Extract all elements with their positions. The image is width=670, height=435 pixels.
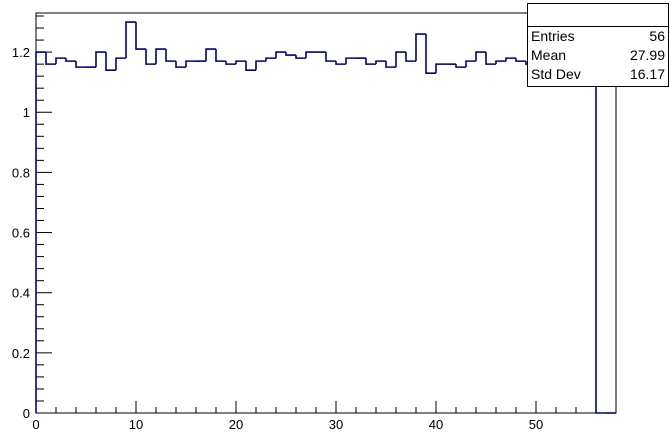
histogram-bin — [515, 58, 526, 62]
y-tick-label: 1.2 — [12, 45, 30, 60]
stats-entries-row: Entries 56 — [528, 27, 668, 46]
histogram-bin — [265, 57, 276, 62]
y-tick-label: 0.2 — [12, 346, 30, 361]
stats-entries-value: 56 — [649, 28, 665, 44]
histogram-bin — [435, 63, 446, 74]
stats-stddev-label: Std Dev — [531, 66, 581, 82]
histogram-bin — [245, 61, 256, 71]
histogram-bin — [235, 60, 246, 65]
y-tick-label: 0 — [23, 406, 30, 421]
x-tick-label: 40 — [429, 417, 443, 432]
histogram-bin — [95, 51, 106, 68]
x-axis-ticks: 0 10 20 30 40 50 — [32, 401, 617, 432]
histogram-bin — [65, 58, 76, 62]
x-tick-label: 0 — [32, 417, 39, 432]
histogram-bin — [155, 48, 166, 65]
histogram-bin — [485, 52, 496, 65]
histogram-bin — [475, 51, 486, 62]
histogram-bin — [495, 60, 506, 65]
histogram-bin — [285, 52, 296, 56]
x-tick-label: 50 — [529, 417, 543, 432]
stats-stddev-row: Std Dev 16.17 — [528, 65, 668, 84]
x-tick-label: 10 — [129, 417, 143, 432]
histogram-bin — [275, 51, 286, 59]
histogram-bin — [55, 57, 66, 65]
histogram-bin — [115, 57, 126, 71]
histogram-bin — [295, 55, 306, 59]
y-tick-label: 0.8 — [12, 165, 30, 180]
stats-mean-label: Mean — [531, 47, 567, 63]
x-tick-label: 30 — [329, 417, 343, 432]
histogram-bin — [75, 61, 86, 68]
stats-box: Entries 56 Mean 27.99 Std Dev 16.17 — [527, 3, 669, 87]
y-axis-ticks: 0 0.2 0.4 0.6 0.8 1 1.2 — [12, 15, 52, 421]
histogram-bin — [305, 51, 316, 59]
histogram-bin — [335, 61, 346, 65]
histogram-bin — [325, 52, 336, 62]
histogram-bin — [395, 51, 406, 68]
histogram-bin — [465, 60, 476, 68]
histogram-bin — [215, 49, 226, 62]
stats-mean-value: 27.99 — [629, 47, 665, 63]
histogram-bin — [225, 61, 236, 65]
histogram-bin — [455, 64, 466, 68]
x-tick-label: 20 — [229, 417, 243, 432]
histogram-bin — [365, 58, 376, 65]
histogram-bin — [135, 22, 146, 50]
histogram-bin — [35, 51, 46, 413]
histogram-bin — [175, 61, 186, 68]
histogram-bin — [185, 60, 196, 68]
histogram-bin — [375, 60, 386, 65]
histogram-bin — [595, 61, 606, 414]
stats-mean-row: Mean 27.99 — [528, 46, 668, 65]
y-tick-label: 0.6 — [12, 226, 30, 241]
histogram-bin — [105, 52, 116, 71]
histogram-bin — [45, 52, 56, 65]
histogram-bin — [165, 49, 176, 62]
stats-entries-label: Entries — [531, 28, 575, 44]
histogram-bin — [345, 57, 356, 65]
stats-title — [528, 4, 668, 27]
histogram-bin — [255, 60, 266, 71]
histogram-bin — [415, 33, 426, 62]
histogram-bin — [125, 21, 136, 59]
histogram-bin — [405, 52, 416, 62]
y-tick-label: 0.4 — [12, 286, 30, 301]
histogram-bin — [425, 34, 436, 74]
histogram-bin — [505, 57, 516, 62]
y-tick-label: 1 — [23, 105, 30, 120]
stats-stddev-value: 16.17 — [629, 66, 665, 82]
histogram-bin — [385, 61, 396, 68]
histogram-bin — [205, 48, 216, 62]
histogram-bin — [145, 49, 156, 65]
